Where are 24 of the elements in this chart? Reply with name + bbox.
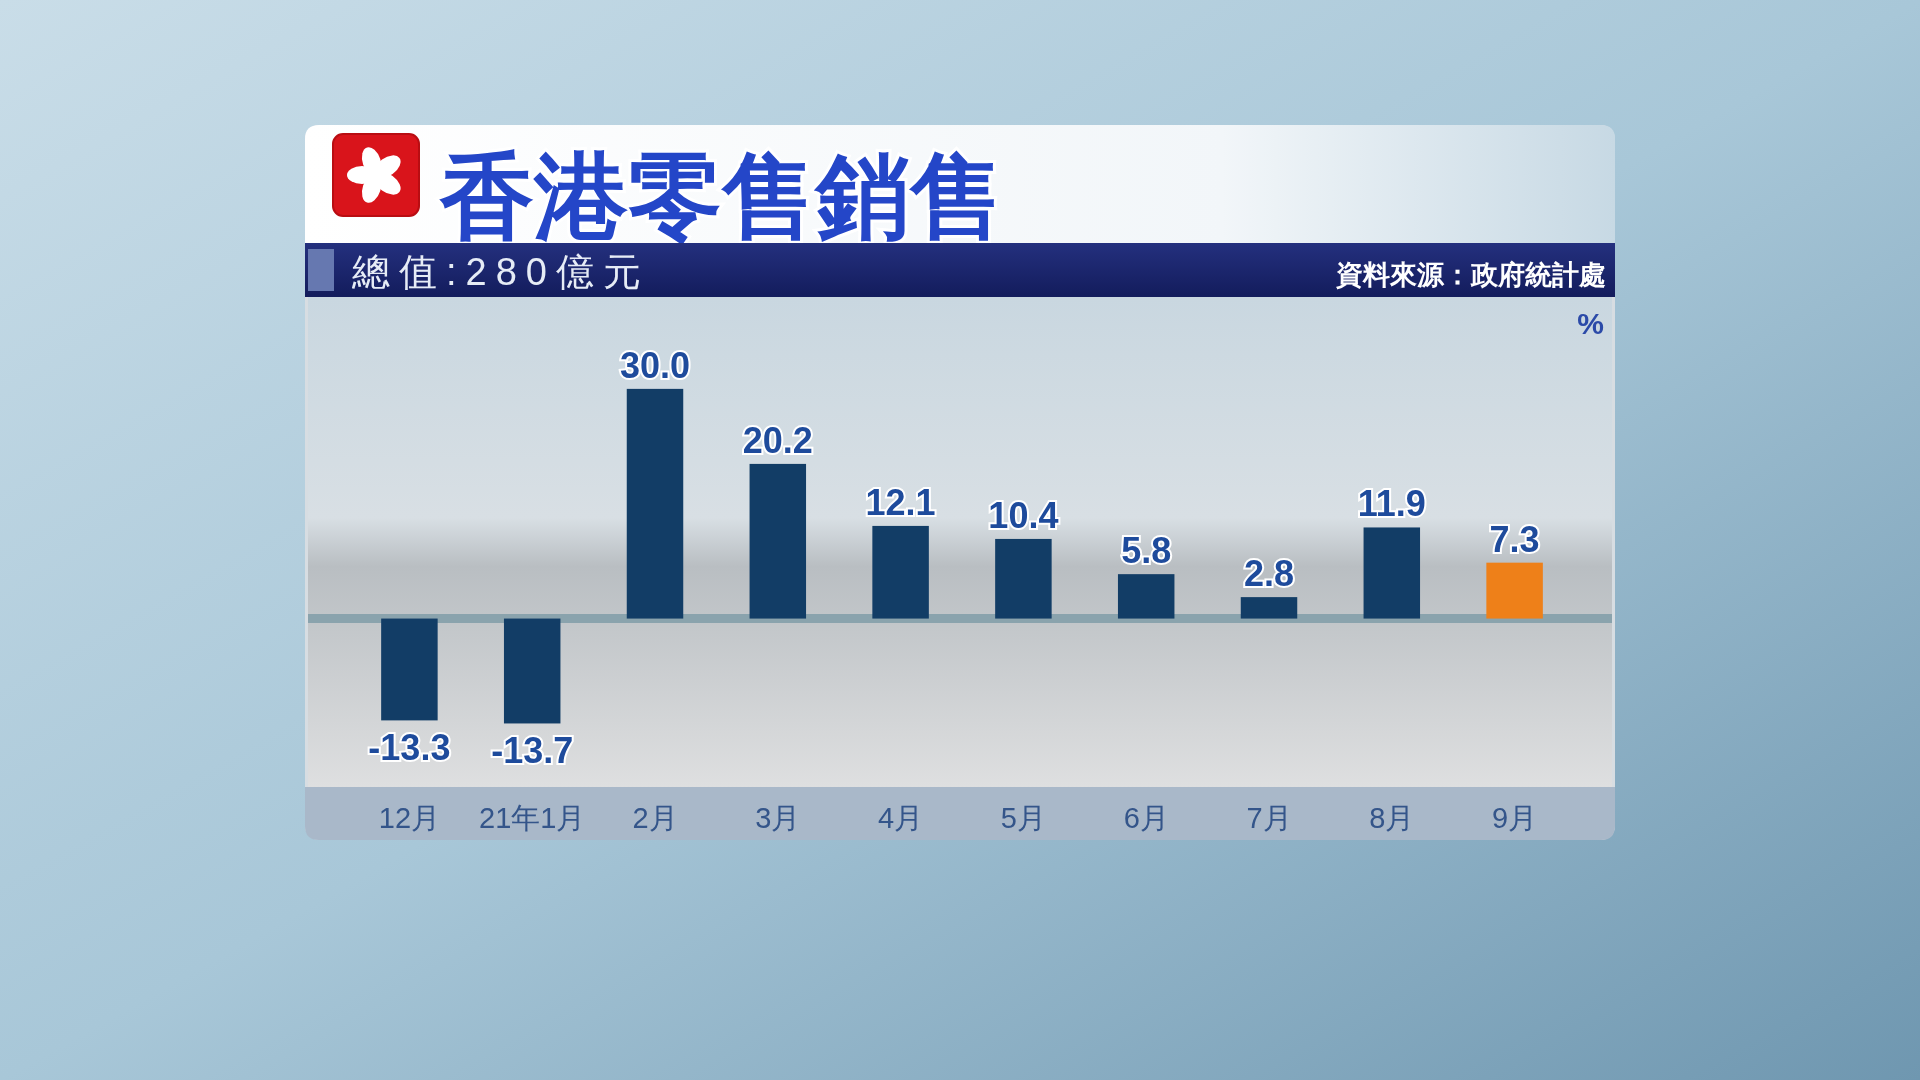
- data-label: 5.8: [1121, 530, 1172, 572]
- x-tick-label: 7月: [1246, 802, 1292, 834]
- subtitle: 總值:280億元: [352, 251, 650, 293]
- x-tick-label: 21年1月: [479, 802, 586, 834]
- y-axis-title: %: [1577, 307, 1604, 340]
- x-tick-label: 3月: [755, 802, 801, 834]
- data-label: 10.4: [988, 494, 1059, 536]
- data-label: 11.9: [1357, 483, 1426, 525]
- title: 香港零售銷售: [440, 144, 1004, 249]
- x-tick-label: 12月: [378, 802, 441, 834]
- x-tick-label: 9月: [1492, 802, 1538, 834]
- x-tick-label: 4月: [878, 802, 924, 834]
- annotation: 資料來源：政府統計處: [1336, 260, 1606, 290]
- x-tick-label: 5月: [1000, 802, 1046, 834]
- x-tick-label: 8月: [1369, 802, 1415, 834]
- x-tick-label: 6月: [1123, 802, 1169, 834]
- data-label: 7.3: [1489, 518, 1540, 560]
- data-label: 30.0: [619, 344, 691, 386]
- data-label: -13.3: [368, 727, 451, 769]
- data-label: 2.8: [1244, 553, 1294, 595]
- x-tick-label: 2月: [632, 802, 678, 834]
- data-label: -13.7: [491, 730, 574, 772]
- data-label: 20.2: [742, 419, 813, 461]
- data-label: 12.1: [865, 481, 936, 523]
